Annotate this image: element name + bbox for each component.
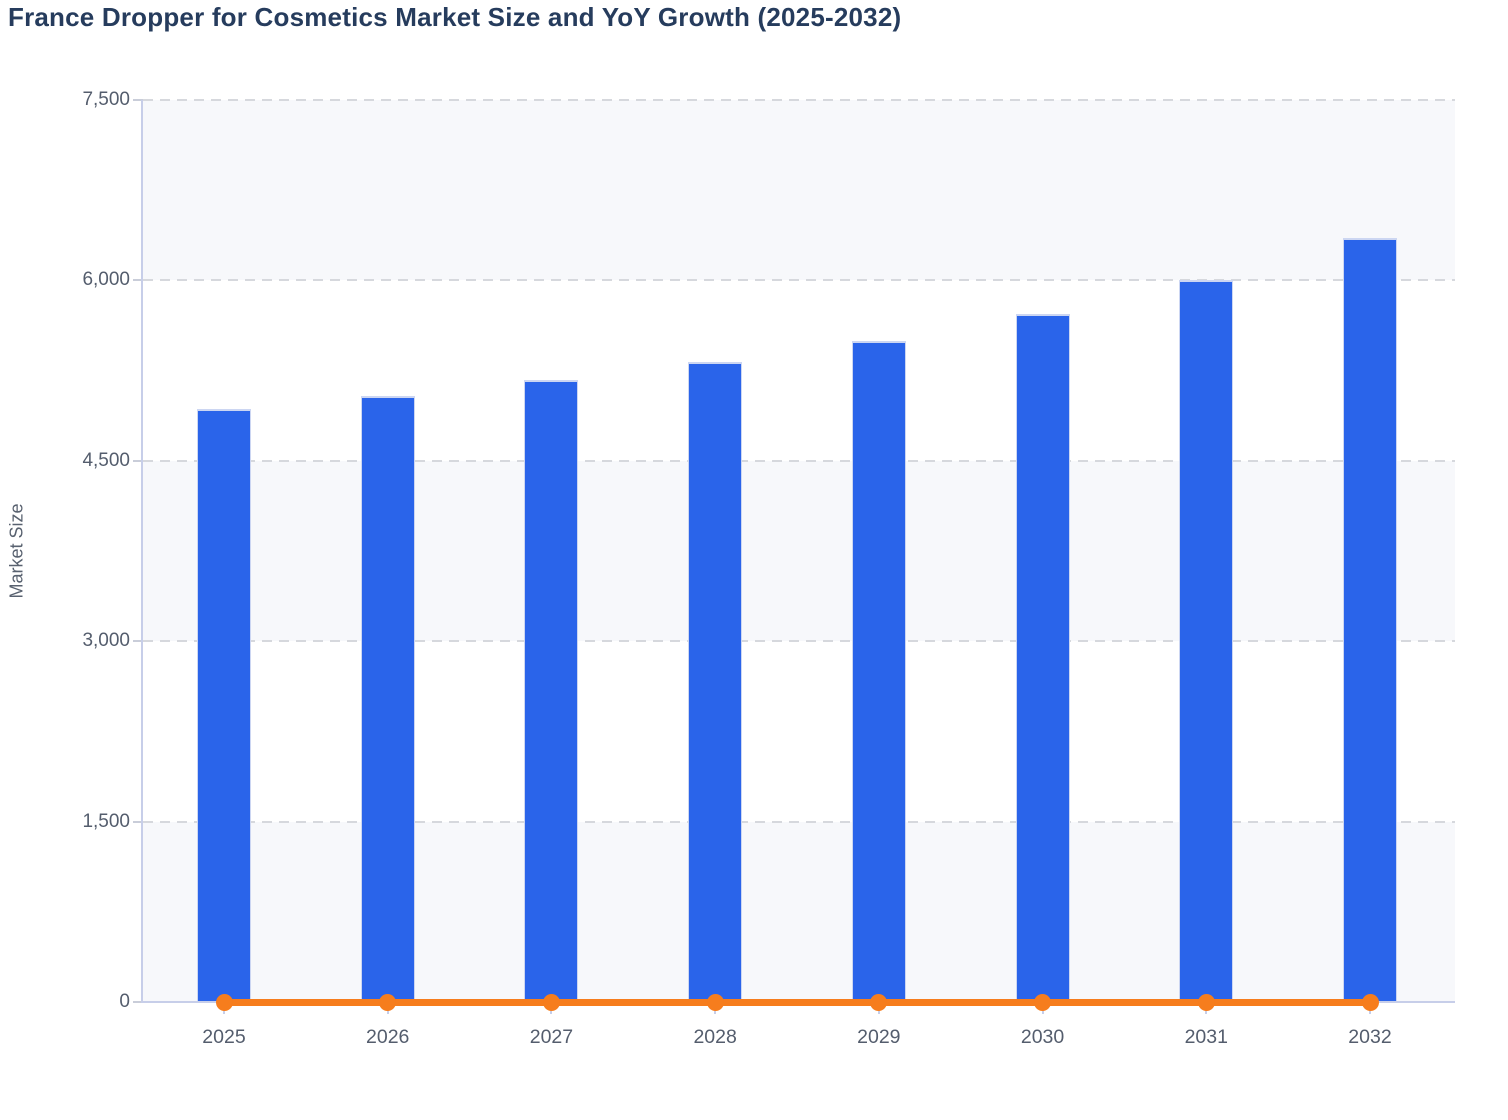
bar-2025[interactable] xyxy=(197,409,251,1002)
plot-band xyxy=(143,821,1455,1002)
yoy-growth-point-2030[interactable] xyxy=(1034,993,1052,1011)
x-axis-tick-label: 2032 xyxy=(1348,1026,1392,1048)
bar-2031[interactable] xyxy=(1179,280,1234,1002)
bar-2029[interactable] xyxy=(851,340,906,1002)
y-axis-line xyxy=(141,100,143,1002)
bar-2030[interactable] xyxy=(1015,314,1070,1002)
bar-2032[interactable] xyxy=(1343,237,1397,1002)
y-axis-tick-label: 4,500 xyxy=(82,449,130,471)
gridline xyxy=(143,640,1455,643)
y-axis-tick-label: 3,000 xyxy=(82,630,130,652)
y-axis-tick xyxy=(133,99,143,101)
gridline xyxy=(143,279,1455,282)
x-axis-tick-label: 2030 xyxy=(1020,1026,1065,1048)
yoy-growth-point-2025[interactable] xyxy=(215,993,233,1011)
y-axis-tick-label: 6,000 xyxy=(82,269,130,291)
y-axis-tick xyxy=(133,640,143,643)
bar-2026[interactable] xyxy=(360,395,415,1002)
y-axis-tick xyxy=(133,820,143,823)
x-axis-tick-label: 2025 xyxy=(202,1026,246,1048)
x-axis-tick-label: 2028 xyxy=(693,1026,737,1048)
y-axis-tick xyxy=(133,279,143,282)
yoy-growth-point-2026[interactable] xyxy=(379,993,397,1011)
x-axis-tick-label: 2026 xyxy=(366,1026,410,1048)
x-axis-tick-label: 2029 xyxy=(857,1026,901,1048)
bar-2027[interactable] xyxy=(524,379,579,1002)
gridline xyxy=(143,459,1455,462)
gridline xyxy=(143,99,1455,101)
y-axis-title: Market Size xyxy=(6,503,27,599)
plot-band xyxy=(143,460,1455,642)
yoy-growth-point-2029[interactable] xyxy=(870,993,888,1011)
yoy-growth-line[interactable] xyxy=(224,998,1370,1006)
yoy-growth-point-2032[interactable] xyxy=(1361,993,1379,1011)
y-axis-tick-label: 7,500 xyxy=(82,89,130,110)
x-axis-tick-label: 2031 xyxy=(1184,1026,1228,1048)
chart-title: France Dropper for Cosmetics Market Size… xyxy=(8,2,902,32)
y-axis-tick xyxy=(133,459,143,462)
y-axis-tick-label: 0 xyxy=(119,991,130,1012)
bar-2028[interactable] xyxy=(688,362,743,1002)
x-axis-tick-label: 2027 xyxy=(529,1026,574,1048)
yoy-growth-point-2027[interactable] xyxy=(542,993,560,1011)
plot-band xyxy=(143,100,1455,281)
y-axis-tick-label: 1,500 xyxy=(82,810,130,832)
y-axis-tick xyxy=(133,1001,143,1003)
yoy-growth-point-2031[interactable] xyxy=(1197,993,1215,1011)
yoy-growth-point-2028[interactable] xyxy=(706,993,724,1011)
gridline xyxy=(143,820,1455,823)
